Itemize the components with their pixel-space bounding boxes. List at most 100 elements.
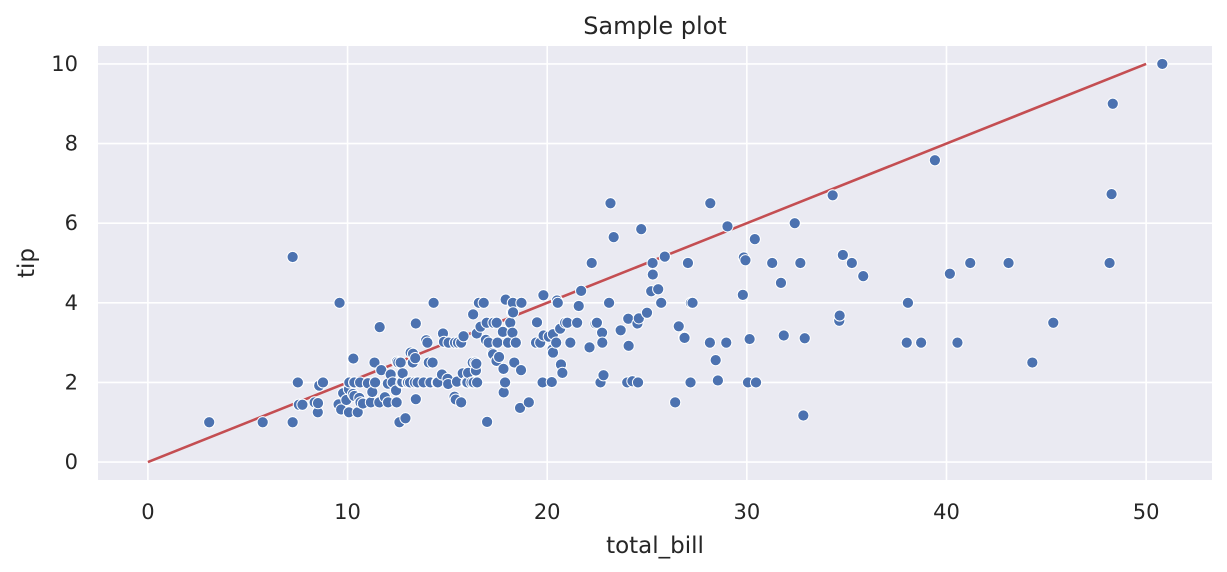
data-point bbox=[798, 332, 811, 345]
data-point bbox=[504, 316, 517, 329]
data-point bbox=[622, 339, 635, 352]
data-point bbox=[286, 416, 299, 429]
data-point bbox=[672, 320, 685, 333]
data-point bbox=[316, 376, 330, 389]
data-point bbox=[590, 316, 604, 329]
y-tick-label: 0 bbox=[65, 450, 78, 474]
data-point bbox=[481, 415, 494, 428]
data-point bbox=[681, 256, 695, 270]
data-point bbox=[369, 376, 382, 389]
data-point bbox=[492, 350, 506, 364]
data-point bbox=[471, 376, 484, 389]
data-point bbox=[513, 401, 527, 415]
data-point bbox=[564, 336, 577, 349]
data-point bbox=[739, 254, 752, 267]
data-point bbox=[857, 270, 870, 283]
data-point bbox=[1105, 188, 1118, 201]
data-point bbox=[256, 416, 269, 429]
data-point bbox=[467, 308, 480, 321]
grid-lines bbox=[98, 46, 1212, 480]
data-point bbox=[607, 231, 620, 244]
data-point bbox=[333, 296, 346, 309]
data-point bbox=[766, 256, 779, 270]
data-point bbox=[457, 330, 470, 343]
data-point bbox=[711, 374, 724, 387]
data-point bbox=[537, 289, 550, 302]
data-point bbox=[368, 356, 381, 369]
data-point bbox=[826, 189, 839, 202]
data-point bbox=[614, 324, 627, 337]
chart-title: Sample plot bbox=[583, 12, 727, 40]
data-point bbox=[311, 397, 325, 410]
y-tick-label: 6 bbox=[65, 211, 78, 235]
data-point bbox=[572, 299, 585, 313]
data-point bbox=[545, 375, 558, 389]
data-point bbox=[943, 267, 956, 280]
data-point bbox=[291, 376, 304, 389]
data-point bbox=[928, 154, 941, 167]
data-point bbox=[427, 296, 440, 309]
data-point bbox=[583, 341, 596, 354]
data-point bbox=[743, 332, 756, 346]
data-point bbox=[455, 396, 468, 409]
data-point bbox=[833, 309, 846, 322]
data-point bbox=[491, 336, 504, 349]
data-point bbox=[409, 393, 422, 406]
x-tick-label: 10 bbox=[334, 500, 361, 524]
data-point bbox=[556, 366, 569, 379]
data-point bbox=[203, 416, 216, 429]
data-point bbox=[409, 352, 422, 365]
data-point bbox=[631, 376, 645, 389]
data-point bbox=[794, 256, 807, 270]
data-point bbox=[596, 336, 609, 349]
y-tick-label: 8 bbox=[65, 132, 78, 156]
data-point bbox=[426, 356, 439, 369]
data-point bbox=[514, 364, 528, 377]
data-point bbox=[678, 331, 691, 344]
data-point bbox=[720, 336, 733, 349]
data-point bbox=[652, 283, 665, 296]
data-point bbox=[646, 256, 659, 270]
data-point bbox=[550, 336, 563, 349]
data-point bbox=[575, 284, 588, 297]
data-point bbox=[704, 197, 717, 210]
data-point bbox=[497, 362, 510, 376]
x-tick-label: 40 bbox=[933, 500, 960, 524]
data-point bbox=[602, 296, 616, 309]
data-point bbox=[497, 386, 510, 399]
data-point bbox=[1156, 57, 1169, 71]
data-point bbox=[1026, 356, 1039, 369]
data-point bbox=[684, 376, 697, 389]
y-axis-label: tip bbox=[14, 248, 40, 278]
x-tick-labels: 0 10 20 30 40 50 bbox=[141, 500, 1159, 524]
data-point bbox=[409, 317, 422, 330]
data-point bbox=[522, 396, 535, 409]
data-point bbox=[774, 276, 788, 290]
data-point bbox=[655, 296, 668, 309]
data-points bbox=[203, 57, 1169, 429]
data-point bbox=[836, 248, 849, 262]
y-tick-label: 2 bbox=[65, 370, 78, 394]
data-point bbox=[571, 316, 584, 329]
data-point bbox=[915, 336, 928, 349]
data-point bbox=[1047, 316, 1060, 329]
data-point bbox=[421, 336, 434, 349]
data-point bbox=[470, 357, 483, 370]
data-point bbox=[640, 306, 654, 319]
data-point bbox=[373, 321, 386, 334]
x-axis-label: total_bill bbox=[606, 533, 704, 559]
data-point bbox=[797, 409, 810, 422]
data-point bbox=[286, 250, 299, 264]
data-point bbox=[515, 296, 528, 309]
data-point bbox=[597, 369, 610, 382]
data-point bbox=[749, 376, 763, 389]
x-tick-label: 0 bbox=[141, 500, 154, 524]
data-point bbox=[604, 197, 617, 210]
data-point bbox=[530, 316, 544, 329]
data-point bbox=[1103, 256, 1116, 270]
data-point bbox=[788, 217, 801, 230]
data-point bbox=[585, 256, 598, 270]
data-point bbox=[1002, 256, 1015, 270]
data-point bbox=[509, 336, 522, 349]
